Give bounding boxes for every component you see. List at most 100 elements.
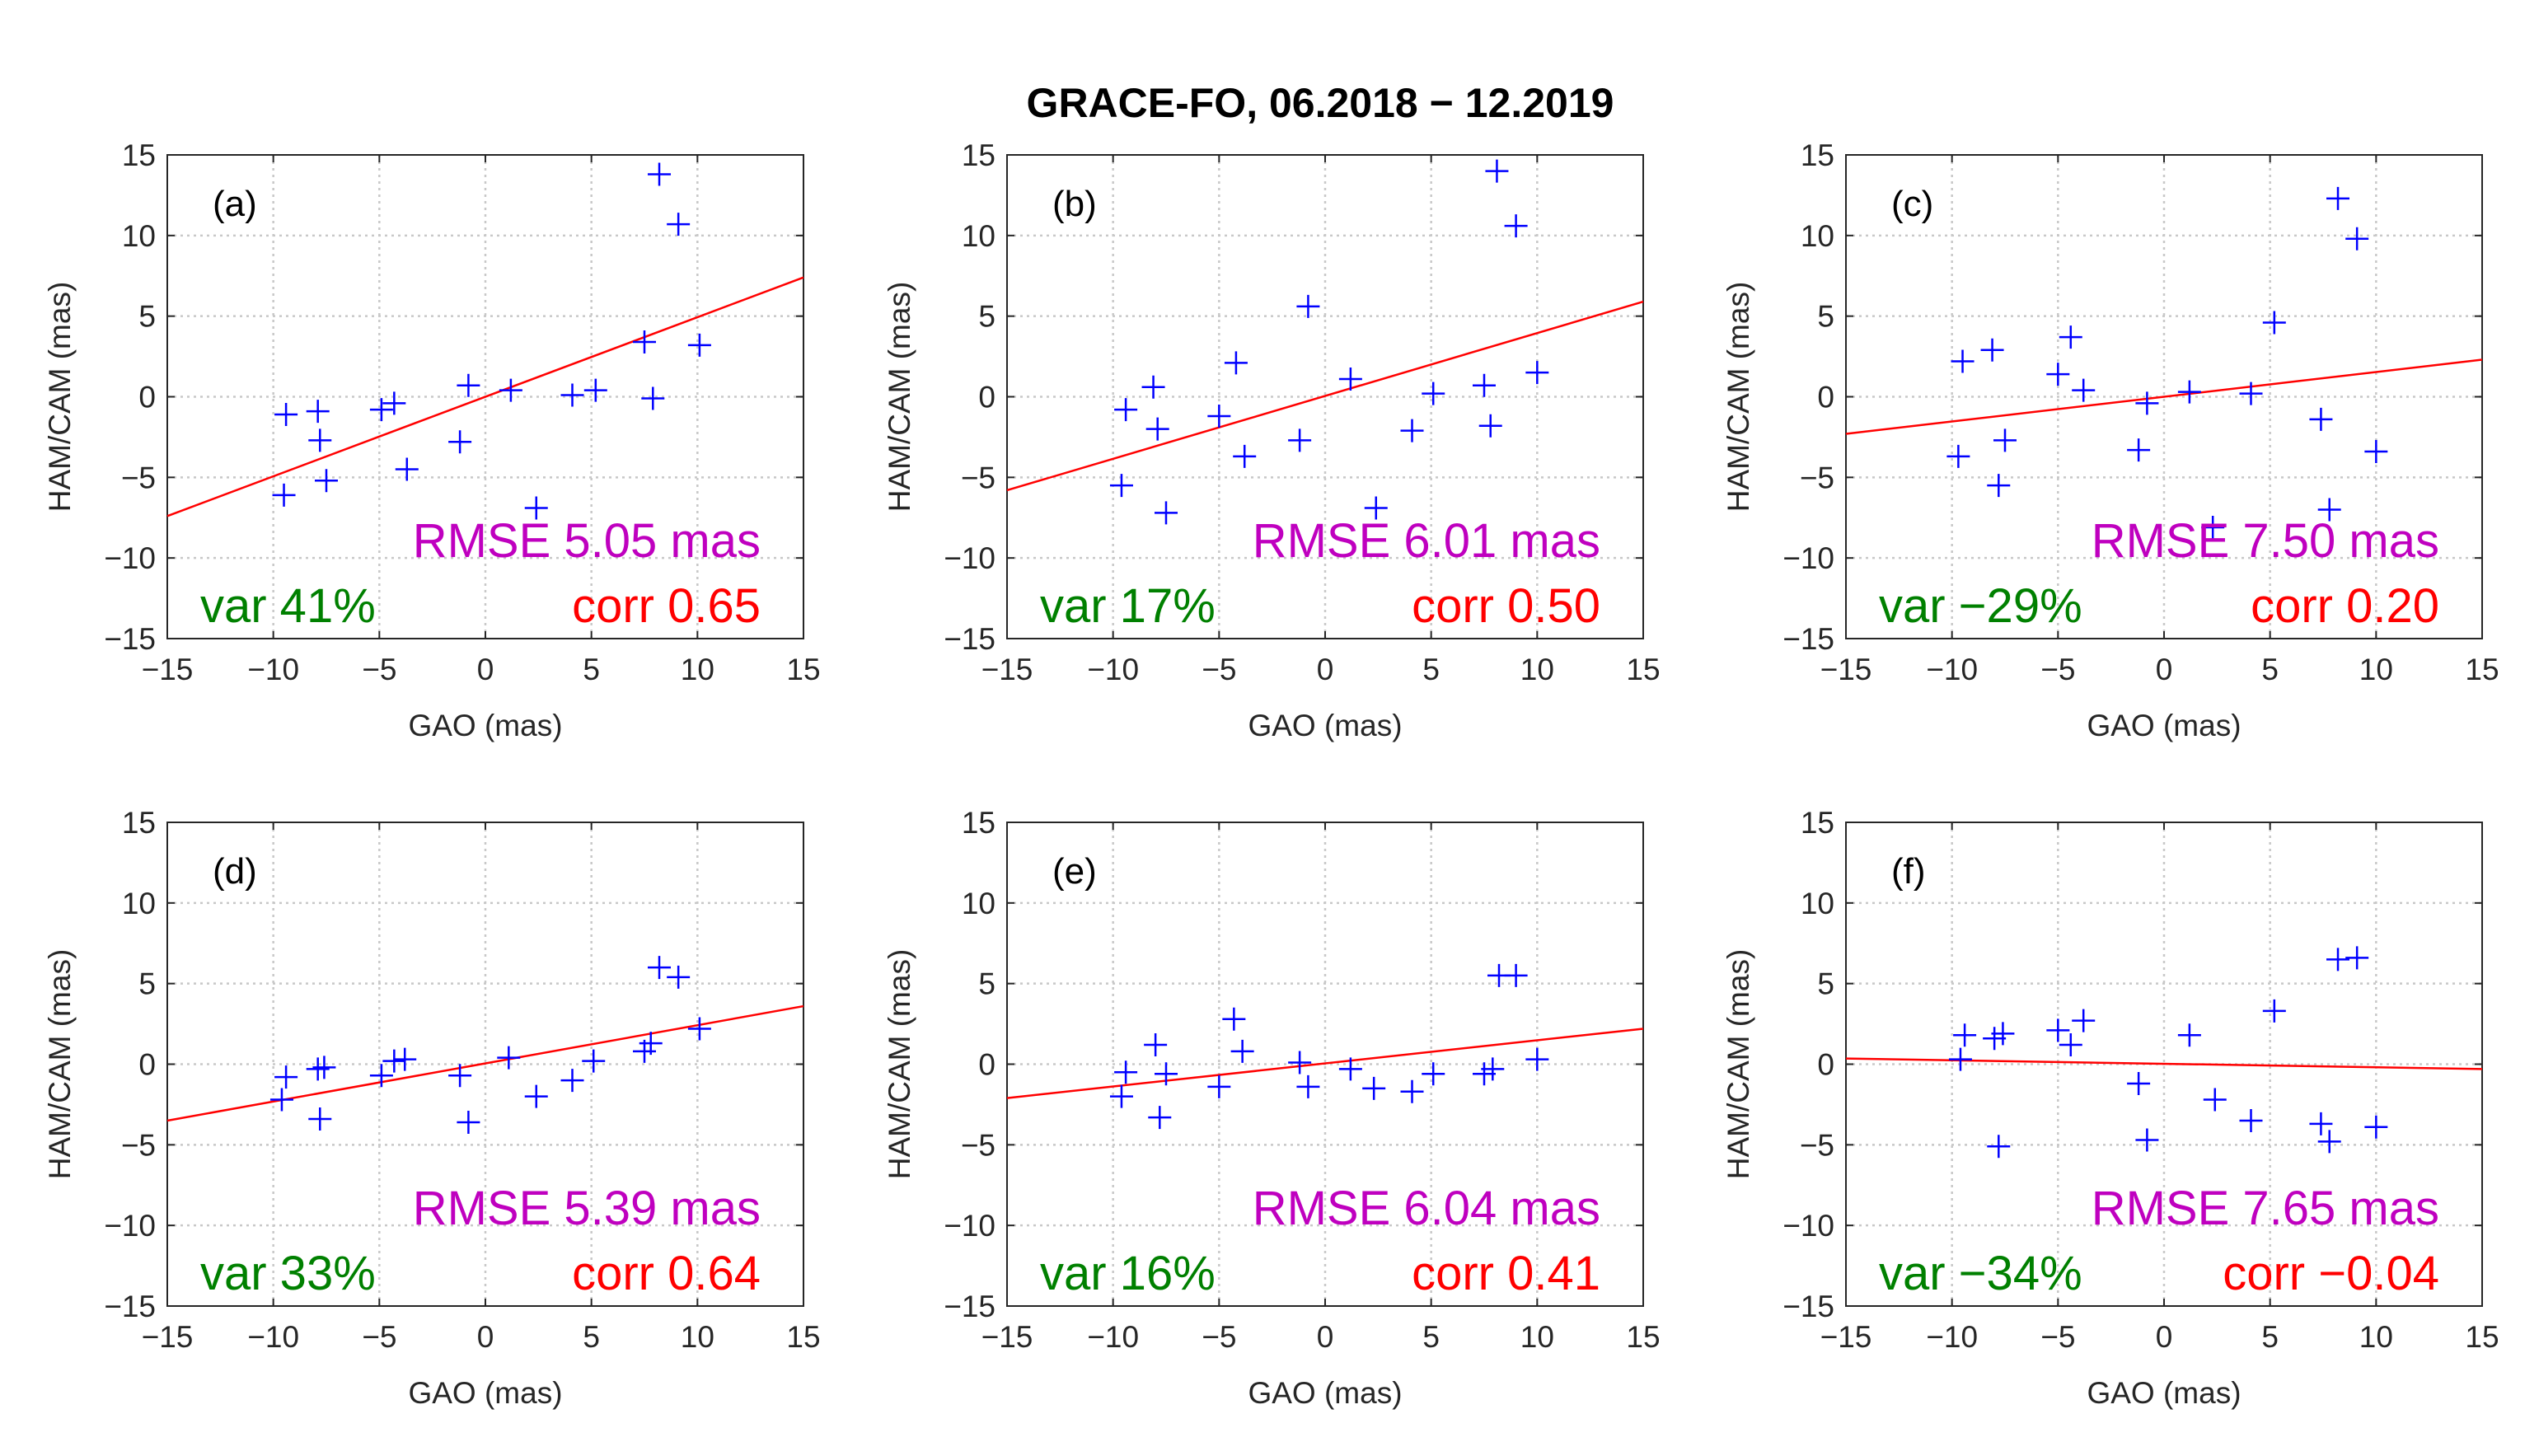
y-tick-label: 5 <box>138 300 156 334</box>
y-tick-label: 5 <box>978 300 995 334</box>
x-axis-label: GAO (mas) <box>2087 1376 2241 1410</box>
y-tick-label: −15 <box>104 622 156 656</box>
data-point <box>315 469 338 493</box>
panel-f: −15 −10 −5 0 5 10 15 −15 −10 −5 0 5 10 15 GAO (mas) HAM… <box>1722 806 2499 1410</box>
rmse-annotation: RMSE 6.01 mas <box>1253 514 1600 568</box>
data-point <box>1338 1057 1362 1081</box>
data-point <box>457 373 480 397</box>
y-tick-label: −5 <box>121 461 156 494</box>
data-point <box>2345 227 2369 250</box>
data-point <box>2046 1018 2070 1042</box>
x-tick-label: 15 <box>1626 653 1660 686</box>
data-point <box>1993 428 2017 452</box>
data-point <box>2059 325 2082 349</box>
y-tick-label: 10 <box>122 887 156 920</box>
x-tick-label: 0 <box>477 1320 494 1354</box>
y-tick-label: −5 <box>961 461 995 494</box>
data-point <box>2262 999 2286 1023</box>
fit-line <box>1845 358 2483 435</box>
rmse-annotation: RMSE 7.65 mas <box>2092 1182 2439 1235</box>
x-tick-label: 15 <box>1626 1320 1660 1354</box>
x-tick-label: −10 <box>1926 653 1978 686</box>
data-point <box>2364 440 2388 464</box>
data-point <box>2326 948 2350 971</box>
corr-annotation: corr −0.04 <box>2223 1247 2439 1300</box>
x-tick-label: 5 <box>583 1320 600 1354</box>
x-tick-label: −5 <box>362 653 396 686</box>
panel-c: −15 −10 −5 0 5 10 15 −15 −10 −5 0 5 10 15 GAO (mas) HAM… <box>1722 138 2499 742</box>
x-axis-label: GAO (mas) <box>1248 709 1402 742</box>
y-tick-label: −15 <box>1782 1290 1834 1323</box>
data-point <box>382 391 406 415</box>
data-point <box>312 1056 336 1079</box>
data-point <box>1296 1074 1320 1098</box>
data-point <box>648 956 672 980</box>
data-point <box>269 1088 293 1112</box>
y-tick-label: 0 <box>978 381 995 414</box>
y-tick-label: −10 <box>1782 1209 1834 1243</box>
corr-annotation: corr 0.50 <box>1412 579 1600 633</box>
x-tick-label: −15 <box>1820 653 1872 686</box>
data-point <box>1485 159 1509 183</box>
data-point <box>1207 1074 1231 1098</box>
corr-annotation: corr 0.41 <box>1412 1247 1600 1300</box>
data-point <box>667 965 691 989</box>
y-tick-label: 5 <box>1817 300 1834 334</box>
y-tick-label: 10 <box>962 887 995 920</box>
y-axis-label: HAM/CAM (mas) <box>883 949 916 1180</box>
data-point <box>2177 380 2201 404</box>
data-point <box>2309 407 2333 431</box>
data-point <box>641 386 665 410</box>
data-point <box>1473 373 1496 397</box>
y-tick-label: 15 <box>1801 806 1834 840</box>
x-tick-label: −15 <box>981 653 1033 686</box>
data-point <box>1422 382 1445 405</box>
y-tick-label: −15 <box>944 622 995 656</box>
data-point <box>2317 1130 2341 1154</box>
figure-title: GRACE-FO, 06.2018 − 12.2019 <box>1027 80 1614 126</box>
fit-line <box>1006 300 1644 492</box>
y-tick-label: 5 <box>1817 967 1834 1001</box>
panel-label: (d) <box>213 851 257 892</box>
data-point <box>497 1046 521 1070</box>
y-tick-label: 15 <box>122 138 156 172</box>
x-axis-label: GAO (mas) <box>2087 709 2241 742</box>
data-point <box>1155 501 1178 525</box>
data-point <box>395 457 419 481</box>
data-point <box>583 378 607 402</box>
data-point <box>1525 1047 1549 1071</box>
data-point <box>1951 349 1975 373</box>
var-annotation: var −29% <box>1879 579 2082 633</box>
panel-label: (c) <box>1891 184 1933 224</box>
x-tick-label: −15 <box>981 1320 1033 1354</box>
data-point <box>369 1064 393 1088</box>
x-tick-label: −10 <box>247 1320 299 1354</box>
data-point <box>2262 311 2286 335</box>
data-point <box>1987 474 2011 498</box>
data-point <box>393 1047 417 1071</box>
y-tick-label: −15 <box>944 1290 995 1323</box>
y-tick-label: 10 <box>1801 887 1834 920</box>
y-tick-label: 5 <box>138 967 156 1001</box>
x-tick-label: 10 <box>681 1320 714 1354</box>
x-tick-label: 5 <box>2261 653 2279 686</box>
fit-line <box>1006 1028 1644 1099</box>
y-tick-label: 15 <box>962 806 995 840</box>
data-point <box>369 398 393 422</box>
data-point <box>1422 1062 1445 1086</box>
data-point <box>382 1049 406 1073</box>
y-tick-label: −15 <box>104 1290 156 1323</box>
x-tick-label: −5 <box>2040 653 2075 686</box>
data-point <box>1953 1023 1977 1047</box>
data-point <box>1288 428 1312 452</box>
data-point <box>2177 1023 2201 1047</box>
data-point <box>272 483 296 507</box>
x-tick-label: 0 <box>2156 653 2173 686</box>
x-tick-label: −5 <box>1202 653 1236 686</box>
data-point <box>2201 515 2225 539</box>
data-point <box>1364 496 1388 520</box>
panel-b: −15 −10 −5 0 5 10 15 −15 −10 −5 0 5 10 15 GAO (mas) HAM… <box>883 138 1661 742</box>
data-point <box>499 378 522 402</box>
y-tick-label: −10 <box>104 541 156 575</box>
